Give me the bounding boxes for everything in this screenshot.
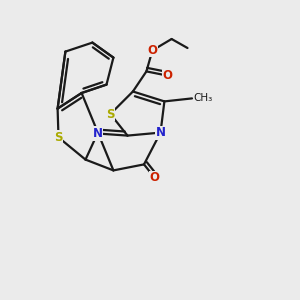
Text: O: O xyxy=(162,69,172,82)
Text: O: O xyxy=(149,171,160,184)
Text: S: S xyxy=(106,107,115,121)
Text: N: N xyxy=(92,127,103,140)
Text: N: N xyxy=(155,126,166,139)
Text: CH₃: CH₃ xyxy=(194,93,213,103)
Text: S: S xyxy=(54,131,63,144)
Text: O: O xyxy=(147,44,158,57)
